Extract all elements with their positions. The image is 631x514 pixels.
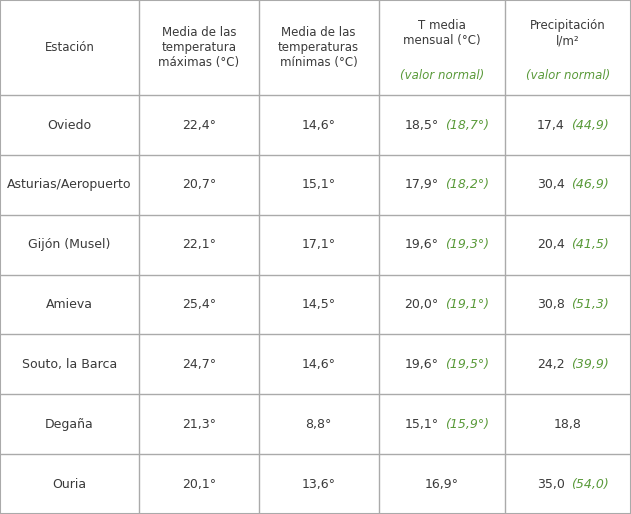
Text: (18,7°): (18,7°) xyxy=(445,119,489,132)
Text: 8,8°: 8,8° xyxy=(305,418,332,431)
Text: (valor normal): (valor normal) xyxy=(526,69,610,82)
Text: 17,9°: 17,9° xyxy=(404,178,439,191)
Text: Oviedo: Oviedo xyxy=(47,119,91,132)
Text: 14,6°: 14,6° xyxy=(302,358,336,371)
Text: 22,1°: 22,1° xyxy=(182,238,216,251)
Text: 24,7°: 24,7° xyxy=(182,358,216,371)
Text: Amieva: Amieva xyxy=(46,298,93,311)
Text: 17,4: 17,4 xyxy=(537,119,565,132)
Text: Souto, la Barca: Souto, la Barca xyxy=(22,358,117,371)
Text: 19,6°: 19,6° xyxy=(404,238,439,251)
Text: (19,5°): (19,5°) xyxy=(445,358,489,371)
Text: Degaña: Degaña xyxy=(45,418,94,431)
Text: 30,8: 30,8 xyxy=(537,298,565,311)
Text: Gijón (Musel): Gijón (Musel) xyxy=(28,238,110,251)
Text: 14,5°: 14,5° xyxy=(302,298,336,311)
Text: Precipitación
l/m²: Precipitación l/m² xyxy=(530,19,606,47)
Text: (valor normal): (valor normal) xyxy=(399,69,484,82)
Text: 13,6°: 13,6° xyxy=(302,478,336,490)
Text: Media de las
temperatura
máximas (°C): Media de las temperatura máximas (°C) xyxy=(158,26,239,69)
Text: 20,0°: 20,0° xyxy=(404,298,439,311)
Text: (15,9°): (15,9°) xyxy=(445,418,489,431)
Text: Asturias/Aeropuerto: Asturias/Aeropuerto xyxy=(7,178,132,191)
Text: 15,1°: 15,1° xyxy=(404,418,439,431)
Text: 18,5°: 18,5° xyxy=(404,119,439,132)
Text: Estación: Estación xyxy=(44,41,95,54)
Text: (19,1°): (19,1°) xyxy=(445,298,489,311)
Text: 17,1°: 17,1° xyxy=(302,238,336,251)
Text: (46,9): (46,9) xyxy=(571,178,609,191)
Text: (18,2°): (18,2°) xyxy=(445,178,489,191)
Text: T media
mensual (°C): T media mensual (°C) xyxy=(403,19,481,47)
Text: (19,3°): (19,3°) xyxy=(445,238,489,251)
Text: (39,9): (39,9) xyxy=(571,358,609,371)
Text: Media de las
temperaturas
mínimas (°C): Media de las temperaturas mínimas (°C) xyxy=(278,26,359,69)
Text: 14,6°: 14,6° xyxy=(302,119,336,132)
Text: (41,5): (41,5) xyxy=(571,238,609,251)
Text: (51,3): (51,3) xyxy=(571,298,609,311)
Text: 25,4°: 25,4° xyxy=(182,298,216,311)
Text: 20,1°: 20,1° xyxy=(182,478,216,490)
Text: (44,9): (44,9) xyxy=(571,119,609,132)
Text: 21,3°: 21,3° xyxy=(182,418,216,431)
Text: 35,0: 35,0 xyxy=(537,478,565,490)
Text: 22,4°: 22,4° xyxy=(182,119,216,132)
Text: 15,1°: 15,1° xyxy=(302,178,336,191)
Text: 16,9°: 16,9° xyxy=(425,478,459,490)
Text: Ouria: Ouria xyxy=(52,478,86,490)
Text: 18,8: 18,8 xyxy=(554,418,582,431)
Text: 24,2: 24,2 xyxy=(537,358,565,371)
Text: 19,6°: 19,6° xyxy=(404,358,439,371)
Text: 20,7°: 20,7° xyxy=(182,178,216,191)
Text: 30,4: 30,4 xyxy=(537,178,565,191)
Text: (54,0): (54,0) xyxy=(571,478,609,490)
Text: 20,4: 20,4 xyxy=(537,238,565,251)
